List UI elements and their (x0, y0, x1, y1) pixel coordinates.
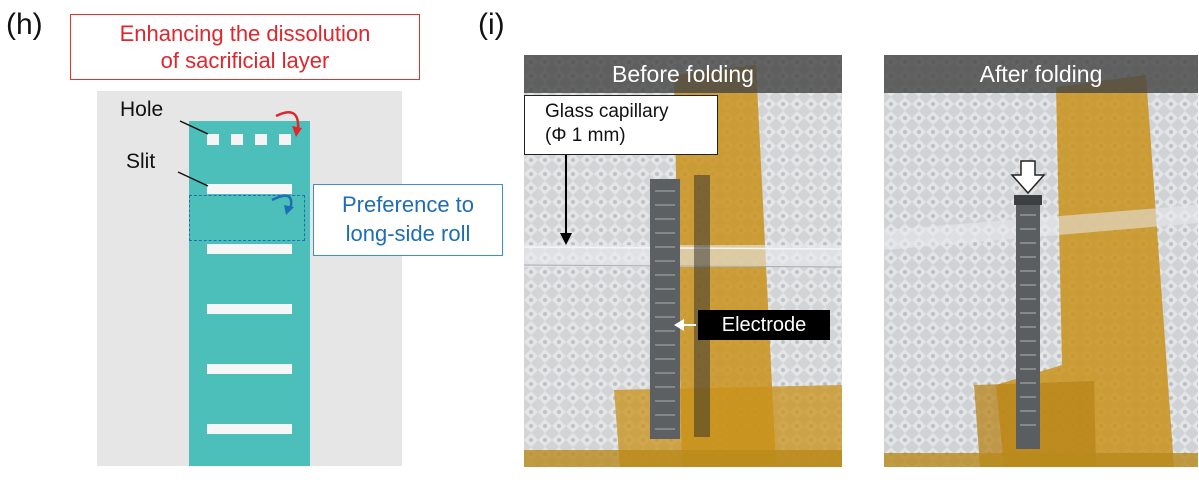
slit (207, 364, 292, 374)
electrode-label: Electrode (698, 310, 830, 340)
dissolution-title-line2: of sacrificial layer (160, 48, 330, 73)
before-folding-photo: Before folding Glass capillary (Φ 1 mm) … (524, 55, 842, 467)
panel-i-label: (i) (478, 8, 505, 41)
hole (207, 134, 219, 145)
after-photo-image (884, 55, 1198, 467)
capillary-line2: (Φ 1 mm) (545, 125, 626, 146)
slit (207, 304, 292, 314)
dissolution-title-line1: Enhancing the dissolution (119, 21, 371, 46)
device-strip (189, 121, 310, 466)
after-folding-title: After folding (884, 55, 1198, 93)
panel-h-label: (h) (6, 8, 43, 41)
hole (255, 134, 267, 145)
hole (279, 134, 291, 145)
slit (207, 244, 292, 254)
capillary-line1: Glass capillary (545, 101, 669, 122)
before-folding-title: Before folding (524, 55, 842, 93)
after-folding-photo: After folding (884, 55, 1198, 467)
hole-label: Hole (120, 98, 164, 121)
glass-capillary-callout: Glass capillary (Φ 1 mm) (524, 95, 718, 155)
slit (207, 184, 292, 194)
dissolution-title-box: Enhancing the dissolution of sacrificial… (70, 14, 420, 80)
roll-region-dashed-box (189, 195, 305, 241)
note-line2: long-side roll (345, 221, 471, 246)
slit-label: Slit (126, 150, 156, 173)
hole (231, 134, 243, 145)
slit (207, 424, 292, 434)
schematic-arrows (177, 111, 302, 215)
note-line1: Preference to (341, 192, 475, 217)
long-side-roll-note: Preference to long-side roll (313, 184, 503, 256)
